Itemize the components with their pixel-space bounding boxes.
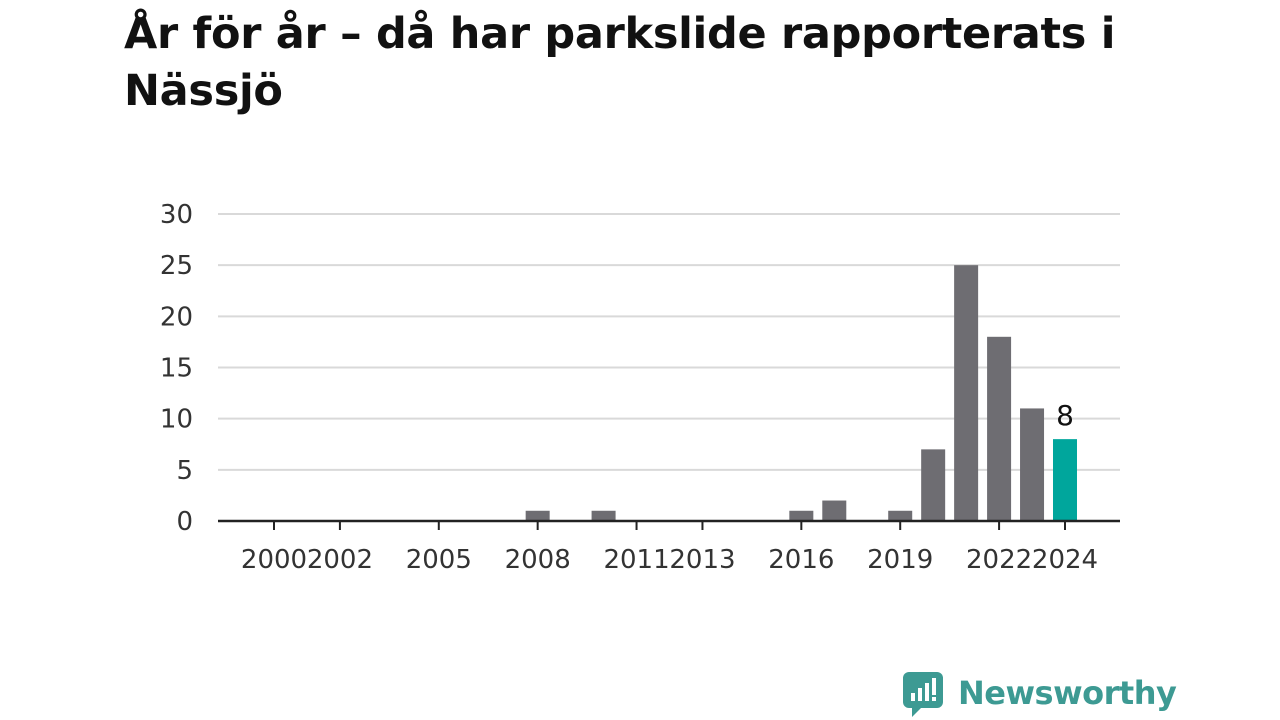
x-tick-label: 2024 — [1032, 545, 1098, 575]
bar-2023 — [1020, 408, 1045, 521]
gridlines — [218, 213, 1120, 471]
x-axis-ticks: 2000 2002 2005 2008 2011 2013 2016 2019 2022 2024 — [241, 521, 1098, 575]
bars — [525, 265, 1077, 521]
bar-2008 — [525, 510, 550, 521]
bar-2020 — [921, 449, 946, 521]
bar-2010 — [591, 510, 616, 521]
chart-title: År för år – då har parkslide rapporterat… — [124, 9, 1116, 116]
y-tick-label: 30 — [160, 200, 193, 230]
y-axis-tick-labels: 0 5 10 15 20 25 30 — [160, 200, 193, 537]
y-tick-label: 15 — [160, 354, 193, 384]
bar-2022 — [987, 336, 1012, 521]
bar-2017 — [822, 500, 847, 521]
x-tick-label: 2000 — [241, 545, 307, 575]
x-tick-label: 2011 — [603, 545, 669, 575]
y-tick-label: 0 — [176, 507, 193, 537]
y-tick-label: 25 — [160, 251, 193, 281]
bar-2016 — [789, 510, 814, 521]
x-tick-label: 2016 — [768, 545, 834, 575]
x-tick-label: 2005 — [406, 545, 472, 575]
x-tick-label: 2022 — [966, 545, 1032, 575]
newsworthy-logo: Newsworthy — [902, 668, 1177, 718]
x-tick-label: 2002 — [307, 545, 373, 575]
y-tick-label: 20 — [160, 302, 193, 332]
bar-2019 — [888, 510, 913, 521]
data-labels: 8 — [1056, 399, 1074, 432]
newsworthy-logo-icon — [903, 672, 943, 717]
x-tick-label: 2019 — [867, 545, 933, 575]
brand-name: Newsworthy — [958, 674, 1177, 712]
y-tick-label: 5 — [176, 456, 193, 486]
x-tick-label: 2013 — [669, 545, 735, 575]
y-tick-label: 10 — [160, 405, 193, 435]
bar-2024 — [1053, 439, 1077, 521]
x-tick-label: 2008 — [505, 545, 571, 575]
data-label-2024: 8 — [1056, 399, 1074, 432]
bar-2021 — [954, 265, 979, 521]
